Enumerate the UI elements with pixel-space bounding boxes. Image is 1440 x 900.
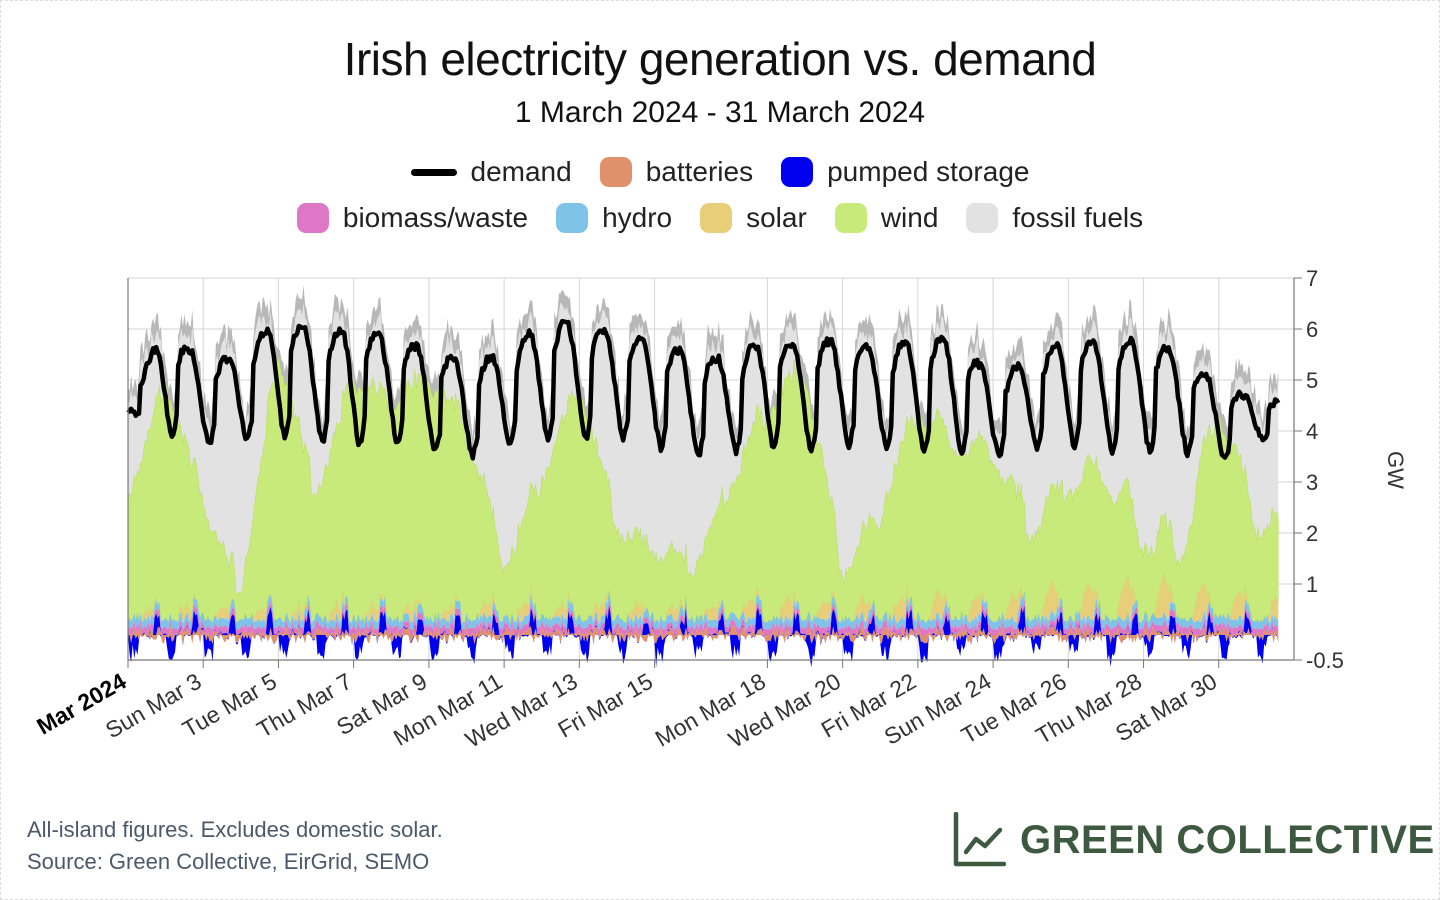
legend-item-pumped-storage[interactable]: pumped storage [781,156,1029,188]
series-hydro [128,590,1279,631]
legend-swatch-fossil-fuels [966,203,999,233]
y-tick-label: 2 [1306,521,1318,546]
series-batteries-negative [128,635,1279,644]
footnote: All-island figures. Excludes domestic so… [27,814,443,878]
line-layer [126,318,1281,461]
legend-label: solar [746,202,807,233]
legend-label: demand [470,156,572,187]
legend-row: biomass/waste hydro solar wind fossil fu… [0,202,1440,234]
y-tick-label: 3 [1306,470,1318,495]
footnote-line-1: All-island figures. Excludes domestic so… [27,817,443,842]
legend-swatch-hydro [556,203,589,233]
y-tick-label: 1 [1306,572,1318,597]
series-generation-envelope [128,284,1279,455]
series-demand-line [126,318,1281,461]
legend-row: demand batteries pumped storage [0,156,1440,188]
legend-item-fossil-fuels[interactable]: fossil fuels [966,202,1143,234]
series-solar [128,573,1279,624]
legend-label: biomass/waste [342,202,529,233]
legend-label: batteries [645,156,754,187]
chart-title: Irish electricity generation vs. demand [343,33,1097,85]
legend-swatch-biomass [296,203,329,233]
legend-label: pumped storage [827,156,1030,187]
legend-swatch-pumped-storage [781,157,814,187]
series-biomass-waste [128,598,1279,635]
series-batteries [128,626,1279,635]
trend-chart-icon [953,812,1006,867]
y-tick-label: -0.5 [1306,648,1344,673]
legend-swatch-batteries [599,157,632,187]
legend-item-demand[interactable]: demand [410,156,572,188]
y-tick-label: 4 [1306,419,1318,444]
area-layer [127,284,1279,668]
y-tick-label: 5 [1306,368,1318,393]
chart-subtitle: 1 March 2024 - 31 March 2024 [514,96,926,129]
legend-item-biomass[interactable]: biomass/waste [296,202,529,234]
brand-logo[interactable]: GREEN COLLECTIVE [952,812,1435,868]
legend-swatch-solar [700,203,733,233]
series-pumped-storage-negative [128,635,1279,668]
legend-swatch-wind [834,203,867,233]
legend-item-solar[interactable]: solar [700,202,807,234]
legend-item-wind[interactable]: wind [834,202,939,234]
legend-label: wind [880,202,939,233]
legend-label: fossil fuels [1012,202,1144,233]
brand-name: GREEN COLLECTIVE [1020,817,1435,862]
legend-swatch-demand [410,168,457,176]
y-tick-label: 6 [1306,317,1318,342]
legend-item-batteries[interactable]: batteries [599,156,754,188]
legend-label: hydro [602,202,673,233]
legend-item-hydro[interactable]: hydro [556,202,672,234]
y-tick-label: 7 [1306,266,1318,291]
footnote-line-2: Source: Green Collective, EirGrid, SEMO [27,849,430,874]
y-axis-title: GW [1383,451,1408,489]
